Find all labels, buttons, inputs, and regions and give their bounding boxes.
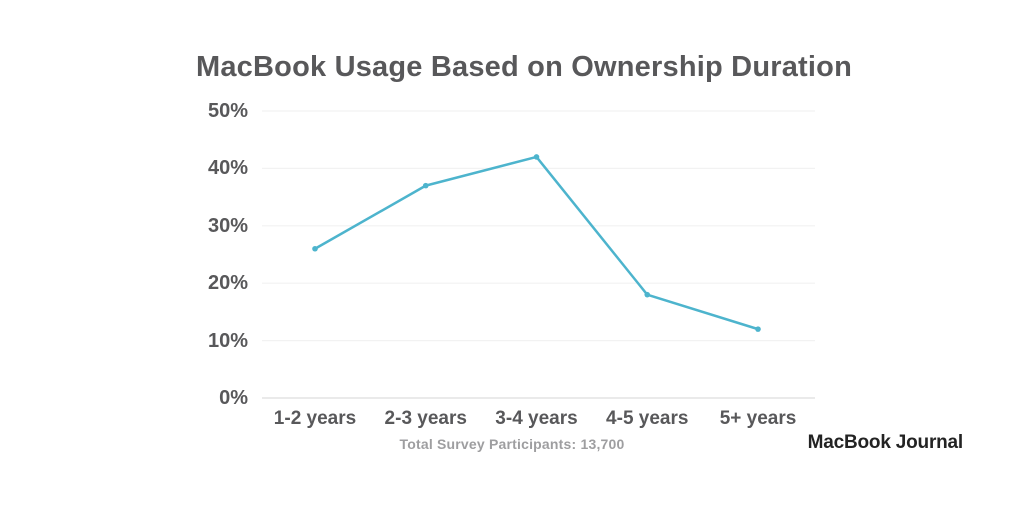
chart-title: MacBook Usage Based on Ownership Duratio… [196,51,852,83]
data-point [312,245,318,252]
survey-participants-note: Total Survey Participants: 13,700 [399,436,625,452]
data-point [422,182,429,189]
data-point [755,326,761,332]
data-point [644,291,651,298]
data-point [533,154,540,160]
brand-logo: MacBook Journal [807,432,964,453]
usage-line-series [313,155,760,331]
